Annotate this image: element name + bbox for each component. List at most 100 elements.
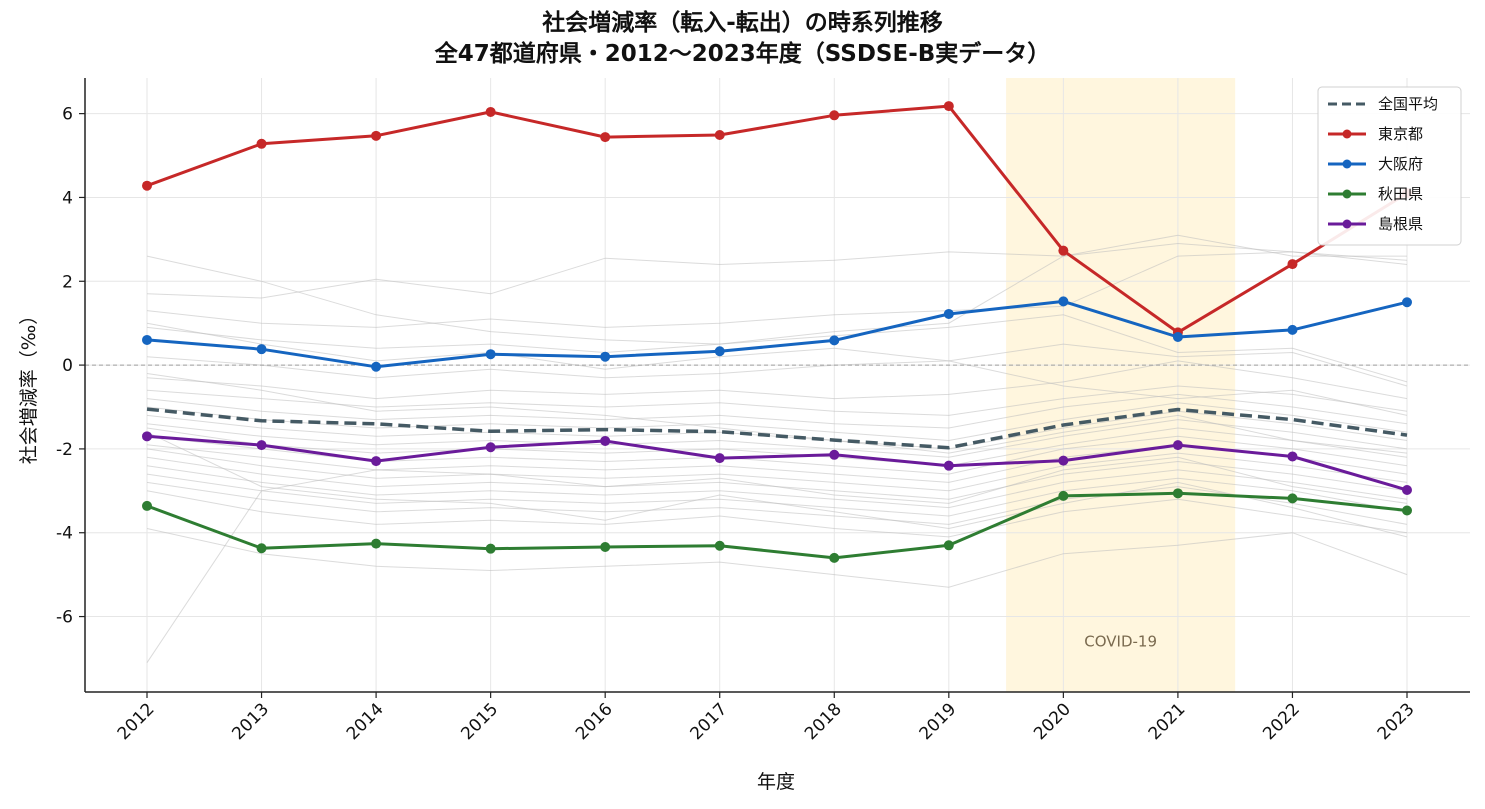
- data-point-東京都: [485, 106, 496, 117]
- background-series-line: [146, 456, 1408, 663]
- y-tick-label: 4: [62, 188, 73, 208]
- background-series-line: [146, 431, 1408, 538]
- x-tick-label: 2018: [801, 699, 846, 744]
- series-line-全国平均: [146, 407, 1408, 450]
- background-series-line: [146, 465, 1408, 509]
- x-axis-title: 年度: [757, 771, 795, 793]
- data-point-島根県: [1287, 451, 1298, 462]
- y-tick-label: -4: [56, 524, 73, 544]
- y-axis-title: 社会増減率（‰）: [18, 306, 40, 465]
- data-point-島根県: [829, 449, 840, 460]
- background-series-line: [146, 427, 1408, 467]
- background-series-line: [146, 234, 1407, 345]
- data-point-秋田県: [142, 500, 152, 511]
- covid-band-layer: COVID-19: [1006, 78, 1236, 692]
- series-layer: [142, 101, 1412, 563]
- background-series-line: [146, 314, 1408, 383]
- legend-marker: [1342, 159, 1352, 169]
- y-tick-label: 6: [62, 105, 73, 125]
- x-tick-label: 2013: [228, 699, 273, 744]
- background-series-line: [146, 402, 1408, 442]
- data-point-東京都: [371, 130, 382, 141]
- data-point-大阪府: [371, 361, 382, 372]
- background-series-line: [146, 360, 1408, 400]
- data-point-秋田県: [1402, 505, 1412, 516]
- data-point-島根県: [1172, 440, 1183, 451]
- y-tick-label: -2: [56, 440, 73, 460]
- data-point-島根県: [1402, 484, 1412, 495]
- x-tick-label: 2020: [1030, 699, 1075, 744]
- data-point-島根県: [943, 460, 954, 471]
- data-point-東京都: [714, 129, 725, 140]
- background-series-line: [146, 385, 1408, 416]
- data-point-秋田県: [371, 538, 382, 549]
- background-series-line: [146, 251, 1408, 328]
- data-point-大阪府: [485, 349, 496, 360]
- background-series-line: [146, 448, 1408, 492]
- data-point-大阪府: [600, 351, 611, 362]
- x-tick-label: 2021: [1145, 699, 1190, 744]
- background-series-line: [146, 419, 1408, 458]
- series-line-秋田県: [146, 491, 1408, 560]
- data-point-島根県: [371, 456, 382, 467]
- data-point-東京都: [1287, 259, 1298, 270]
- data-point-秋田県: [1058, 490, 1069, 501]
- data-point-秋田県: [1172, 488, 1183, 499]
- data-point-秋田県: [600, 541, 611, 552]
- legend-box: [1317, 86, 1462, 246]
- x-tick-label: 2012: [114, 699, 159, 744]
- background-series-line: [146, 481, 1408, 525]
- x-tick-label: 2023: [1374, 699, 1419, 744]
- legend-label: 島根県: [1378, 215, 1423, 233]
- data-point-東京都: [829, 110, 840, 121]
- data-point-秋田県: [943, 540, 954, 551]
- legend-marker: [1342, 219, 1352, 229]
- chart-title: 社会増減率（転入-転出）の時系列推移: [542, 10, 943, 36]
- data-point-大阪府: [1172, 332, 1183, 343]
- legend-label: 東京都: [1378, 125, 1423, 143]
- data-point-東京都: [943, 101, 954, 112]
- covid-band: [1006, 78, 1236, 692]
- data-point-大阪府: [829, 335, 840, 346]
- legend-label: 大阪府: [1378, 155, 1423, 173]
- x-tick-label: 2017: [687, 699, 732, 744]
- x-tick-label: 2019: [916, 699, 961, 744]
- series-line-島根県: [146, 434, 1408, 492]
- data-point-秋田県: [256, 543, 267, 554]
- data-point-島根県: [142, 431, 152, 442]
- y-tick-label: -6: [56, 608, 73, 628]
- legend-label: 全国平均: [1378, 95, 1438, 113]
- data-point-大阪府: [714, 346, 725, 357]
- legend-marker: [1342, 189, 1352, 199]
- data-point-秋田県: [1287, 493, 1298, 504]
- background-series-line: [146, 490, 1408, 538]
- data-point-島根県: [485, 442, 496, 453]
- x-tick-label: 2016: [572, 699, 617, 744]
- covid-label: COVID-19: [1084, 633, 1157, 651]
- data-point-大阪府: [1058, 296, 1069, 307]
- data-point-島根県: [600, 435, 611, 446]
- data-point-東京都: [1058, 245, 1069, 256]
- data-point-島根県: [714, 453, 725, 464]
- background-series-line: [146, 393, 1408, 429]
- data-point-島根県: [256, 440, 267, 451]
- x-tick-label: 2014: [343, 699, 388, 744]
- data-point-東京都: [142, 180, 152, 191]
- data-point-東京都: [256, 138, 267, 149]
- data-point-秋田県: [829, 552, 840, 563]
- data-point-東京都: [600, 132, 611, 143]
- data-point-秋田県: [714, 540, 725, 551]
- data-point-大阪府: [256, 344, 267, 355]
- background-series-line: [146, 528, 1408, 588]
- series-line-大阪府: [146, 299, 1408, 369]
- axis-layer: -6 -4 -2 0 2 4 6 2012 2013 2014 2015 2016 2017 2018 20…: [56, 78, 1470, 744]
- legend-marker: [1342, 129, 1352, 139]
- background-series-line: [146, 242, 1408, 299]
- data-point-大阪府: [1287, 324, 1298, 335]
- y-tick-label: 0: [62, 356, 73, 376]
- x-tick-label: 2022: [1259, 699, 1304, 744]
- data-point-大阪府: [943, 308, 954, 319]
- background-series-line: [146, 322, 1408, 416]
